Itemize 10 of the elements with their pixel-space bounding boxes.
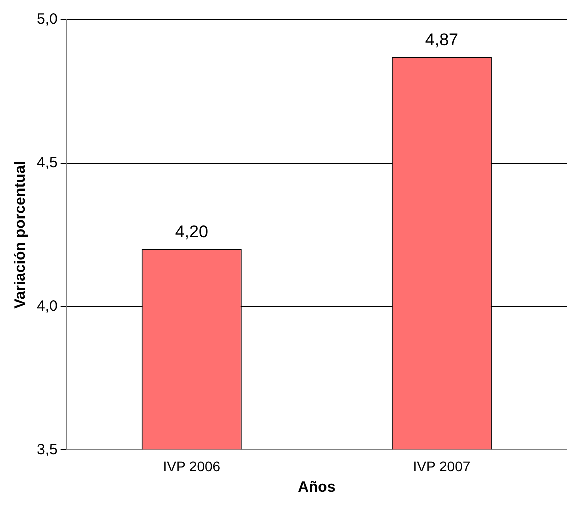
data-label: 4,20 — [175, 222, 208, 242]
y-tick-label: 5,0 — [36, 11, 58, 28]
x-axis-title: Años — [298, 479, 336, 496]
y-tick-label: 3,5 — [36, 441, 58, 458]
y-tick-label: 4,5 — [36, 154, 58, 172]
y-tick-label: 4,0 — [36, 298, 58, 315]
x-tick-label: IVP 2006 — [163, 458, 221, 474]
x-tick-label: IVP 2007 — [413, 458, 471, 474]
y-axis-title: Variación porcentual — [12, 161, 30, 309]
data-label: 4,87 — [425, 30, 459, 50]
